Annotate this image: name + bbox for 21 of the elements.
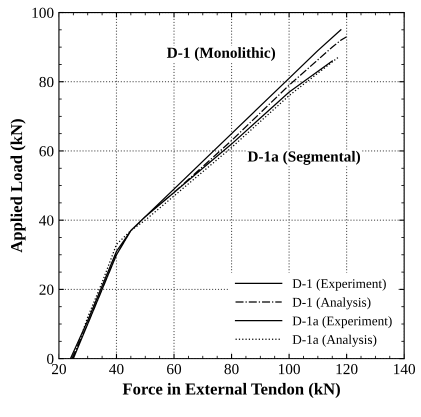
x-tick-label: 80	[224, 364, 239, 374]
y-tick-label: 100	[32, 8, 54, 18]
x-tick-label: 60	[167, 364, 182, 374]
x-axis-title: Force in External Tendon (kN)	[122, 382, 340, 398]
x-tick-label: 20	[52, 364, 66, 374]
legend-label: D-1 (Analysis)	[292, 297, 370, 310]
y-tick-label: 20	[39, 284, 54, 295]
legend-label: D-1a (Experiment)	[292, 316, 392, 328]
legend-label: D-1a (Analysis)	[292, 334, 376, 347]
annotation: D-1a (Segmental)	[248, 150, 360, 165]
y-tick-label: 80	[39, 76, 54, 88]
y-tick-label: 0	[47, 354, 54, 364]
y-tick-label: 40	[39, 215, 54, 226]
x-tick-label: 120	[336, 364, 358, 374]
legend-label: D-1 (Experiment)	[292, 278, 386, 291]
annotation: D-1 (Monolithic)	[166, 47, 276, 61]
x-tick-label: 100	[278, 364, 300, 374]
y-tick-label: 60	[39, 146, 54, 156]
y-axis-title: Applied Load (kN)	[10, 119, 26, 253]
x-tick-label: 40	[109, 364, 124, 374]
x-tick-label: 140	[394, 364, 416, 374]
